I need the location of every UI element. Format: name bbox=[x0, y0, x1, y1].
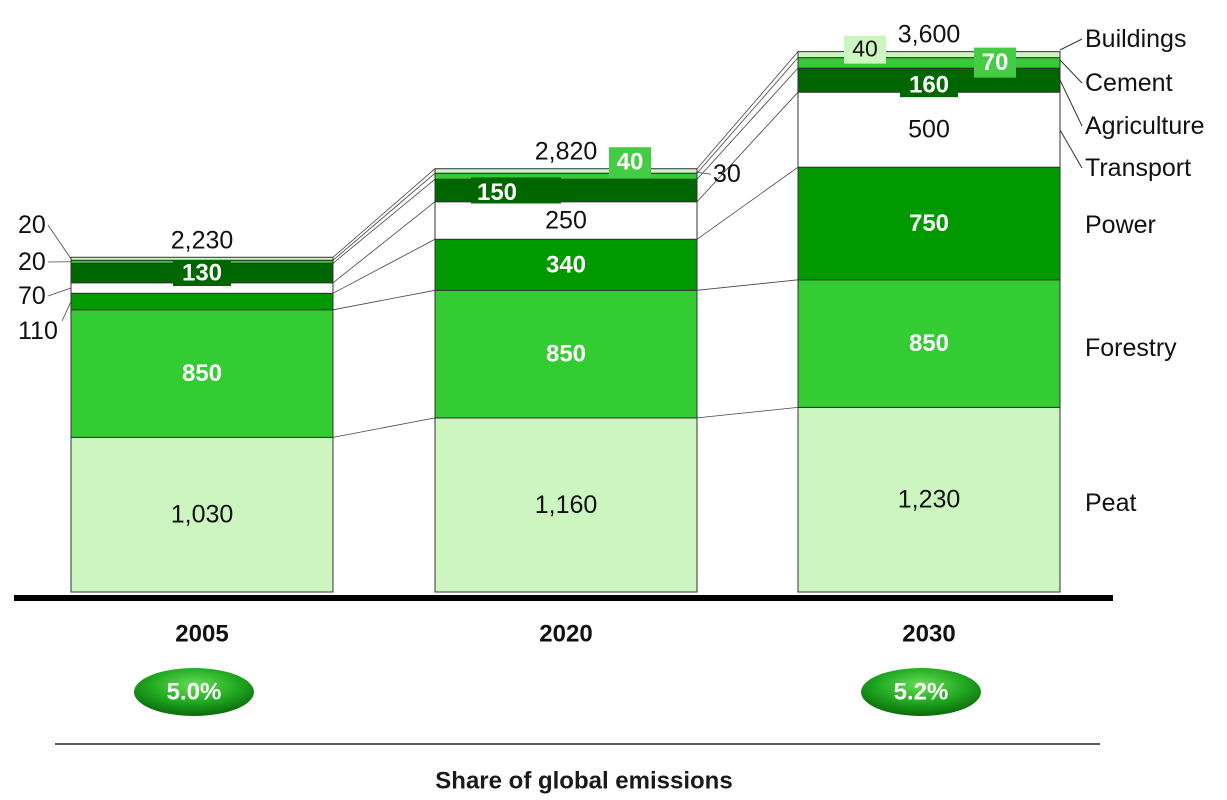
connector-line-2005-2020-5 bbox=[332, 178, 436, 264]
value-label-transport-2005: 70 bbox=[18, 282, 46, 310]
value-label-buildings-2005: 20 bbox=[18, 211, 46, 239]
value-label-transport-2020: 250 bbox=[545, 207, 587, 235]
bar-segment-power-2005 bbox=[70, 292, 334, 311]
connector-line-2005-2020-1 bbox=[332, 417, 436, 438]
value-label-forestry-2005: 850 bbox=[182, 360, 222, 387]
x-tick-label-2005: 2005 bbox=[175, 621, 228, 648]
legend-label-forestry: Forestry bbox=[1085, 334, 1177, 362]
bar-segment-cement-2030 bbox=[797, 57, 1061, 69]
legend-label-cement: Cement bbox=[1085, 69, 1173, 97]
leader-line-buildings-2005 bbox=[47, 224, 72, 260]
bar-segment-peat-2030 bbox=[797, 406, 1061, 593]
legend-label-agriculture: Agriculture bbox=[1085, 112, 1205, 140]
connector-line-2020-2030-6 bbox=[696, 57, 799, 174]
share-value-2005: 5.0% bbox=[167, 679, 222, 706]
value-label-agriculture-2005: 130 bbox=[182, 260, 222, 287]
x-tick-label-2020: 2020 bbox=[539, 621, 592, 648]
connector-line-2020-2030-3 bbox=[696, 166, 799, 240]
bar-segment-transport-2030 bbox=[797, 91, 1061, 168]
value-label-agriculture-2020: 150 bbox=[477, 179, 517, 206]
total-label-2030: 3,600 bbox=[898, 21, 961, 49]
leader-line-power-2005 bbox=[61, 301, 72, 322]
value-box-cement-2030 bbox=[974, 47, 1016, 78]
value-box-buildings-2030 bbox=[844, 35, 886, 64]
connector-line-2005-2020-3 bbox=[332, 238, 436, 294]
value-label-peat-2030: 1,230 bbox=[898, 486, 961, 514]
value-label-forestry-2030: 850 bbox=[909, 330, 949, 357]
value-box-cement-2020 bbox=[609, 147, 651, 178]
leader-line-transport-2005 bbox=[47, 287, 72, 297]
legend-leader-buildings bbox=[1059, 38, 1083, 51]
value-label-buildings-2030: 40 bbox=[852, 36, 878, 62]
connector-line-2020-2030-4 bbox=[696, 91, 799, 203]
value-label-power-2005: 110 bbox=[18, 317, 58, 345]
value-label-buildings-2020: 30 bbox=[713, 160, 741, 188]
bar-segment-forestry-2005 bbox=[70, 309, 334, 438]
share-value-2030: 5.2% bbox=[894, 679, 949, 706]
value-label-agriculture-2030: 160 bbox=[909, 72, 949, 99]
bar-segment-peat-2020 bbox=[434, 417, 698, 593]
value-label-transport-2030: 500 bbox=[908, 116, 950, 144]
connector-line-2020-2030-2 bbox=[696, 279, 799, 291]
value-label-power-2030: 750 bbox=[909, 210, 949, 237]
legend-leader-agriculture bbox=[1059, 79, 1083, 127]
x-tick-label-2030: 2030 bbox=[902, 621, 955, 648]
value-label-peat-2005: 1,030 bbox=[171, 501, 234, 529]
bar-segment-forestry-2020 bbox=[434, 289, 698, 419]
value-box-agriculture-2030 bbox=[900, 71, 958, 98]
share-pill-2030 bbox=[861, 668, 981, 716]
value-label-forestry-2020: 850 bbox=[546, 341, 586, 368]
total-label-2005: 2,230 bbox=[171, 226, 234, 254]
leader-line-buildings-2020 bbox=[696, 171, 712, 175]
value-label-cement-2005: 20 bbox=[18, 248, 46, 276]
bar-segment-power-2030 bbox=[797, 166, 1061, 281]
footer-title: Share of global emissions bbox=[435, 768, 732, 795]
connector-line-2005-2020-4 bbox=[332, 201, 436, 284]
connector-line-2020-2030-7 bbox=[696, 51, 799, 169]
bar-segment-forestry-2030 bbox=[797, 279, 1061, 408]
connector-line-2005-2020-7 bbox=[332, 168, 436, 258]
total-label-2020: 2,820 bbox=[535, 138, 598, 166]
value-box-agriculture-2005 bbox=[173, 260, 231, 287]
connector-line-2005-2020-2 bbox=[332, 289, 436, 311]
value-label-power-2020: 340 bbox=[546, 251, 586, 278]
legend-label-buildings: Buildings bbox=[1085, 25, 1186, 53]
legend-label-peat: Peat bbox=[1085, 489, 1136, 517]
legend-label-power: Power bbox=[1085, 211, 1156, 239]
value-label-peat-2020: 1,160 bbox=[535, 491, 598, 519]
bar-segment-transport-2020 bbox=[434, 201, 698, 240]
connector-line-2005-2020-6 bbox=[332, 172, 436, 261]
value-box-agriculture-2020 bbox=[471, 177, 561, 204]
connector-line-2020-2030-5 bbox=[696, 67, 799, 180]
bar-segment-buildings-2030 bbox=[797, 51, 1061, 59]
value-label-cement-2020: 40 bbox=[617, 149, 644, 176]
bar-segment-buildings-2020 bbox=[434, 168, 698, 174]
legend-leader-cement bbox=[1059, 59, 1083, 84]
bar-segment-peat-2005 bbox=[70, 436, 334, 593]
value-label-cement-2030: 70 bbox=[982, 49, 1009, 76]
legend-leader-transport bbox=[1059, 129, 1083, 169]
connector-line-2020-2030-1 bbox=[696, 406, 799, 419]
legend-label-transport: Transport bbox=[1085, 154, 1191, 182]
bar-segment-power-2020 bbox=[434, 238, 698, 291]
share-pill-2005 bbox=[134, 668, 254, 716]
